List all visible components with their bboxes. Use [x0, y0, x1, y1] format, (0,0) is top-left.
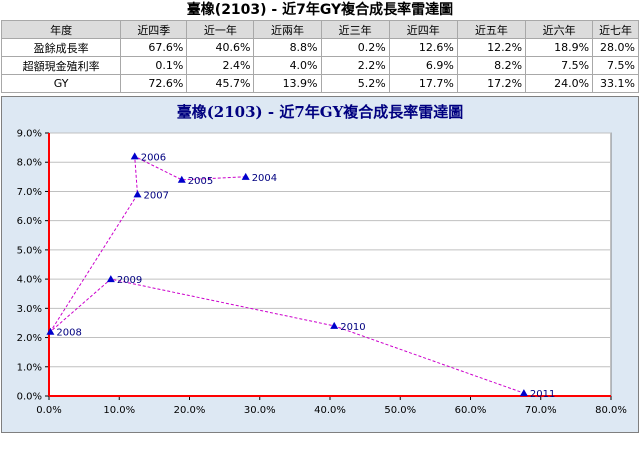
table-row-excess-cash-yield: 超額現金殖利率 0.1% 2.4% 4.0% 2.2% 6.9% 8.2% 7.… — [0, 56, 639, 75]
header-cell: 近七年 — [592, 20, 639, 39]
data-label: 2009 — [117, 275, 142, 286]
growth-table: 年度 近四季 近一年 近兩年 近三年 近四年 近五年 近六年 近七年 盈餘成長率… — [0, 20, 639, 93]
table-cell: 7.5% — [525, 56, 594, 75]
table-cell: 12.6% — [388, 38, 458, 57]
x-tick-label: 80.0% — [595, 405, 627, 416]
data-label: 2010 — [340, 322, 365, 333]
table-cell: 0.2% — [320, 38, 390, 57]
header-cell: 近三年 — [320, 20, 390, 39]
y-tick-label: 4.0% — [17, 275, 42, 286]
header-cell: 年度 — [0, 20, 122, 39]
data-point — [330, 321, 339, 329]
x-tick-label: 50.0% — [384, 405, 416, 416]
data-point — [177, 175, 186, 183]
table-header-row: 年度 近四季 近一年 近兩年 近三年 近四年 近五年 近六年 近七年 — [0, 20, 639, 39]
table-cell: 8.2% — [456, 56, 527, 75]
plot-area — [48, 132, 612, 397]
table-cell: 2.2% — [320, 56, 390, 75]
data-point — [241, 172, 250, 180]
y-tick-label: 0.0% — [17, 392, 42, 403]
table-cell: 0.1% — [120, 56, 188, 75]
data-point — [46, 327, 55, 335]
series-line — [49, 155, 525, 394]
table-cell: 12.2% — [456, 38, 527, 57]
table-cell: 33.1% — [592, 74, 639, 93]
header-cell: 近四季 — [120, 20, 188, 39]
data-point — [519, 389, 528, 397]
y-tick-label: 5.0% — [17, 245, 42, 256]
table-cell: 67.6% — [120, 38, 188, 57]
header-cell: 近兩年 — [253, 20, 322, 39]
data-label: 2005 — [188, 176, 213, 187]
y-tick-label: 9.0% — [17, 129, 42, 140]
data-label: 2004 — [252, 173, 277, 184]
header-cell: 近四年 — [388, 20, 458, 39]
data-label: 2007 — [144, 190, 169, 201]
x-tick-label: 10.0% — [103, 405, 135, 416]
table-cell: 4.0% — [253, 56, 322, 75]
y-tick-label: 1.0% — [17, 362, 42, 373]
table-row-gy: GY 72.6% 45.7% 13.9% 5.2% 17.7% 17.2% 24… — [0, 74, 639, 93]
x-tick-label: 20.0% — [174, 405, 206, 416]
y-tick-label: 8.0% — [17, 158, 42, 169]
data-point — [130, 152, 139, 160]
x-tick-label: 40.0% — [314, 405, 346, 416]
table-cell: 40.6% — [186, 38, 255, 57]
table-cell: 17.7% — [388, 74, 458, 93]
y-tick-label: 7.0% — [17, 187, 42, 198]
scatter-chart: 0.0% 1.0% 2.0% 3.0% 4.0% 5.0% 6.0% 7.0% 8.0% 9.0%… — [17, 129, 627, 417]
row-label: GY — [0, 74, 122, 93]
data-label: 2006 — [141, 152, 166, 163]
table-cell: 17.2% — [456, 74, 527, 93]
y-tick-label: 3.0% — [17, 304, 42, 315]
table-cell: 13.9% — [253, 74, 322, 93]
table-cell: 5.2% — [320, 74, 390, 93]
chart-title: 臺橡(2103) - 近7年GY複合成長率雷達圖 — [176, 103, 464, 121]
row-label: 超額現金殖利率 — [0, 56, 122, 75]
data-label: 2011 — [530, 389, 555, 400]
header-cell: 近一年 — [186, 20, 255, 39]
table-cell: 28.0% — [592, 38, 639, 57]
table-cell: 6.9% — [388, 56, 458, 75]
table-row-earnings-growth: 盈餘成長率 67.6% 40.6% 8.8% 0.2% 12.6% 12.2% … — [0, 38, 639, 57]
header-cell: 近五年 — [456, 20, 527, 39]
table-cell: 7.5% — [592, 56, 639, 75]
x-tick-label: 70.0% — [525, 405, 557, 416]
table-cell: 2.4% — [186, 56, 255, 75]
x-tick-label: 30.0% — [244, 405, 276, 416]
header-cell: 近六年 — [525, 20, 594, 39]
table-cell: 8.8% — [253, 38, 322, 57]
table-cell: 45.7% — [186, 74, 255, 93]
x-tick-label: 60.0% — [455, 405, 487, 416]
table-cell: 72.6% — [120, 74, 188, 93]
table-cell: 24.0% — [525, 74, 594, 93]
table-title: 臺橡(2103) - 近7年GY複合成長率雷達圖 — [186, 2, 454, 18]
table-cell: 18.9% — [525, 38, 594, 57]
y-tick-label: 2.0% — [17, 333, 42, 344]
row-label: 盈餘成長率 — [0, 38, 122, 57]
data-point — [106, 275, 115, 283]
x-tick-label: 0.0% — [36, 405, 61, 416]
chart-area: 0.0% 1.0% 2.0% 3.0% 4.0% 5.0% 6.0% 7.0% 8.0% 9.0%… — [1, 96, 639, 433]
data-label: 2008 — [56, 328, 81, 339]
y-tick-label: 6.0% — [17, 216, 42, 227]
data-point — [133, 190, 142, 198]
